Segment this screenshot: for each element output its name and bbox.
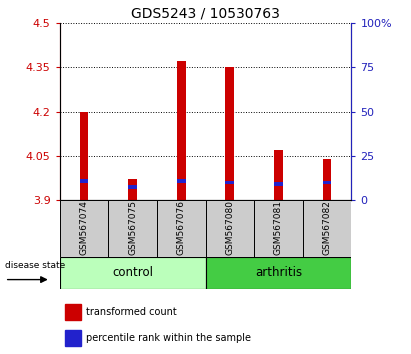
Text: control: control xyxy=(112,266,153,279)
Bar xyxy=(323,181,331,184)
Bar xyxy=(254,200,303,257)
Bar xyxy=(206,200,254,257)
Bar xyxy=(177,179,185,183)
Text: arthritis: arthritis xyxy=(255,266,302,279)
Bar xyxy=(65,304,81,320)
Bar xyxy=(274,182,283,185)
Bar xyxy=(60,200,108,257)
Bar xyxy=(274,150,283,200)
Bar xyxy=(65,330,81,346)
Title: GDS5243 / 10530763: GDS5243 / 10530763 xyxy=(131,6,280,21)
Text: GSM567074: GSM567074 xyxy=(79,200,88,255)
Bar xyxy=(206,257,351,289)
Bar xyxy=(128,185,137,188)
Bar xyxy=(177,61,185,200)
Bar xyxy=(323,159,331,200)
Bar xyxy=(303,200,351,257)
Bar xyxy=(108,200,157,257)
Bar xyxy=(226,67,234,200)
Text: GSM567075: GSM567075 xyxy=(128,200,137,255)
Text: percentile rank within the sample: percentile rank within the sample xyxy=(86,333,251,343)
Bar xyxy=(80,112,88,200)
Bar xyxy=(80,179,88,183)
Bar xyxy=(128,179,137,200)
Bar xyxy=(157,200,206,257)
Bar xyxy=(226,181,234,184)
Bar xyxy=(60,257,206,289)
Text: disease state: disease state xyxy=(5,261,65,270)
Text: transformed count: transformed count xyxy=(86,307,177,317)
Text: GSM567080: GSM567080 xyxy=(225,200,234,255)
Text: GSM567081: GSM567081 xyxy=(274,200,283,255)
Text: GSM567076: GSM567076 xyxy=(177,200,186,255)
Text: GSM567082: GSM567082 xyxy=(323,200,332,255)
